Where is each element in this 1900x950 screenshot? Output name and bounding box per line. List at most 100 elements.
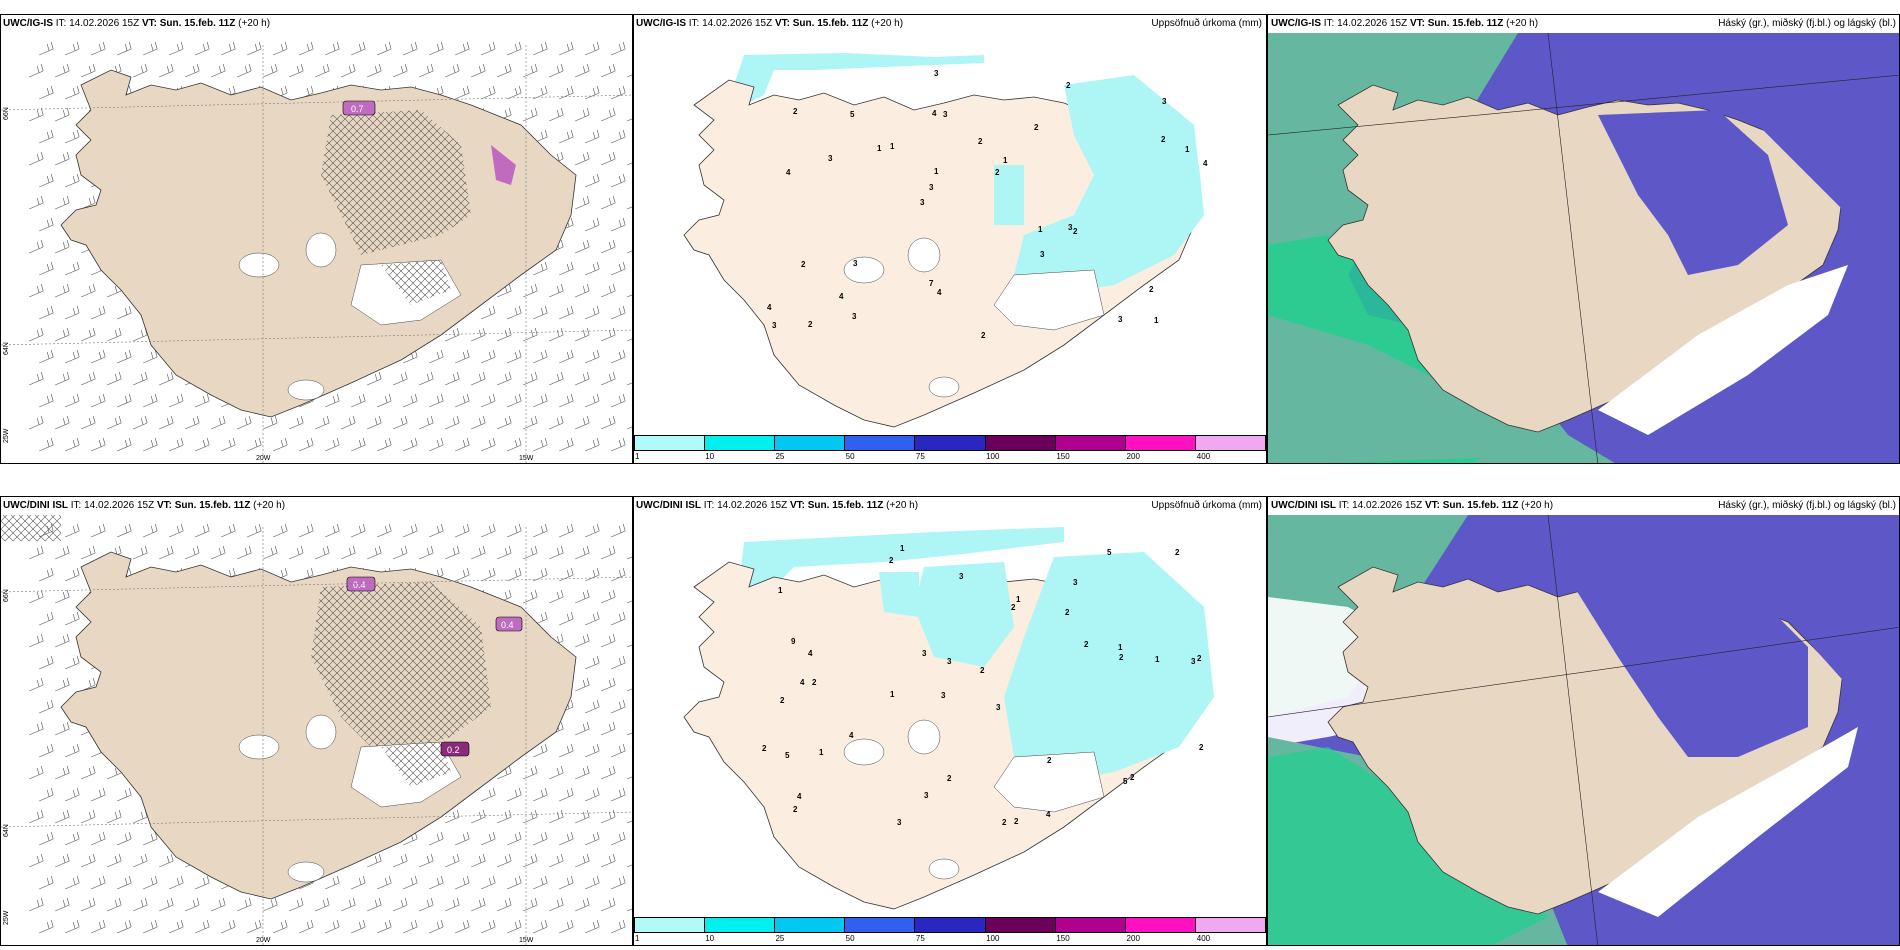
- wind-barb: [611, 611, 626, 626]
- wind-barb: [195, 875, 210, 890]
- wind-barb: [419, 63, 434, 78]
- precip-value-label: 3: [1162, 97, 1167, 106]
- wind-barb: [455, 41, 470, 56]
- wind-barb: [549, 107, 564, 122]
- wind-barb: [263, 63, 278, 78]
- wind-barb: [341, 63, 356, 78]
- precip-value-label: 2: [1130, 773, 1135, 782]
- wind-barb: [299, 919, 314, 934]
- wind-barb: [169, 437, 184, 452]
- precip-value-label: 2: [1066, 81, 1071, 90]
- wind-barb: [445, 545, 460, 560]
- wind-barb: [299, 437, 314, 452]
- wind-barb: [169, 875, 184, 890]
- wind-barb: [549, 545, 564, 560]
- wind-barb: [585, 699, 600, 714]
- wind-barb: [247, 41, 262, 56]
- wind-barb: [325, 523, 340, 538]
- panel-header: UWC/IG-IS IT: 14.02.2026 15Z VT: Sun. 15…: [3, 18, 271, 29]
- precip-value-label: 2: [801, 260, 806, 269]
- wind-barb: [133, 809, 148, 824]
- precip-value-label: 9: [791, 637, 796, 646]
- wind-barb: [523, 765, 538, 780]
- wind-barb: [143, 393, 158, 408]
- wind-barb: [65, 41, 80, 56]
- wind-barb: [39, 611, 54, 626]
- wind-barb: [315, 545, 330, 560]
- wind-barb: [497, 809, 512, 824]
- precip-value-label: 1: [934, 167, 939, 176]
- wind-barb: [601, 765, 616, 780]
- wind-barb: [419, 415, 434, 430]
- precip-value-label: 5: [785, 751, 790, 760]
- wind-barb: [65, 349, 80, 364]
- badge-value: 0.7: [351, 104, 364, 114]
- wind-barb: [429, 349, 444, 364]
- wind-barb: [65, 305, 80, 320]
- wind-barb: [39, 173, 54, 188]
- wind-barb: [143, 919, 158, 934]
- precip-value-label: 4: [1046, 810, 1051, 819]
- wind-barb: [29, 677, 44, 692]
- colorbar-swatch: [635, 436, 706, 450]
- wind-barb: [559, 85, 574, 100]
- wind-barb: [39, 787, 54, 802]
- wind-barb: [29, 809, 44, 824]
- wind-barb: [601, 721, 616, 736]
- precip-value-label: 1: [819, 748, 824, 757]
- wind-barb: [523, 371, 538, 386]
- wind-barb: [117, 523, 132, 538]
- wind-barb: [585, 743, 600, 758]
- wind-barb: [575, 721, 590, 736]
- cloud-map: [1268, 514, 1899, 945]
- cloud-map-panel-ig: UWC/IG-IS IT: 14.02.2026 15Z VT: Sun. 15…: [1267, 14, 1900, 464]
- wind-barb: [39, 831, 54, 846]
- wind-barb: [549, 589, 564, 604]
- wind-barb: [627, 118, 632, 122]
- wind-barb: [39, 919, 54, 934]
- wind-barb: [117, 437, 132, 452]
- precip-value-label: 2: [978, 137, 983, 146]
- colorbar-swatch: [845, 918, 916, 932]
- precip-value-label: 3: [947, 657, 952, 666]
- wind-barb: [549, 809, 564, 824]
- wind-barb: [143, 41, 158, 56]
- wind-barb: [575, 545, 590, 560]
- wind-barb: [601, 545, 616, 560]
- wind-barb: [159, 897, 174, 912]
- wind-barb: [159, 853, 174, 868]
- precip-value-label: 3: [1040, 250, 1045, 259]
- lon-label: 15W: [519, 937, 534, 944]
- wind-barb: [351, 41, 366, 56]
- cloud-map-panel-dini: UWC/DINI ISL IT: 14.02.2026 15Z VT: Sun.…: [1267, 496, 1900, 946]
- wind-barb: [627, 600, 632, 604]
- wind-barb: [273, 919, 288, 934]
- badge-value: 0.4: [501, 620, 514, 630]
- wind-barb: [549, 415, 564, 430]
- wind-barb: [533, 919, 548, 934]
- precip-value-label: 4: [767, 303, 772, 312]
- wind-barb: [611, 129, 626, 144]
- wind-barb: [601, 239, 616, 254]
- wind-barb: [627, 294, 632, 298]
- wind-barb: [91, 523, 106, 538]
- precip-value-label: 2: [762, 744, 767, 753]
- wind-barb: [445, 415, 460, 430]
- wind-barb: [507, 437, 522, 452]
- wind-barb: [601, 327, 616, 342]
- lon-label: 20W: [256, 455, 271, 462]
- wind-barb: [559, 305, 574, 320]
- wind-barb: [29, 633, 44, 648]
- wind-barb: [601, 63, 616, 78]
- wind-barb: [39, 305, 54, 320]
- colorbar-tick: 50: [845, 452, 855, 461]
- wind-barb: [221, 919, 236, 934]
- precip-value-label: 3: [1118, 315, 1123, 324]
- precip-value-label: 3: [943, 110, 948, 119]
- precip-value-label: 4: [1203, 159, 1208, 168]
- wind-barb: [143, 437, 158, 452]
- wind-barb: [507, 41, 522, 56]
- wind-barb: [455, 85, 470, 100]
- colorbar-tick: 10: [705, 934, 715, 943]
- wind-barb: [611, 349, 626, 364]
